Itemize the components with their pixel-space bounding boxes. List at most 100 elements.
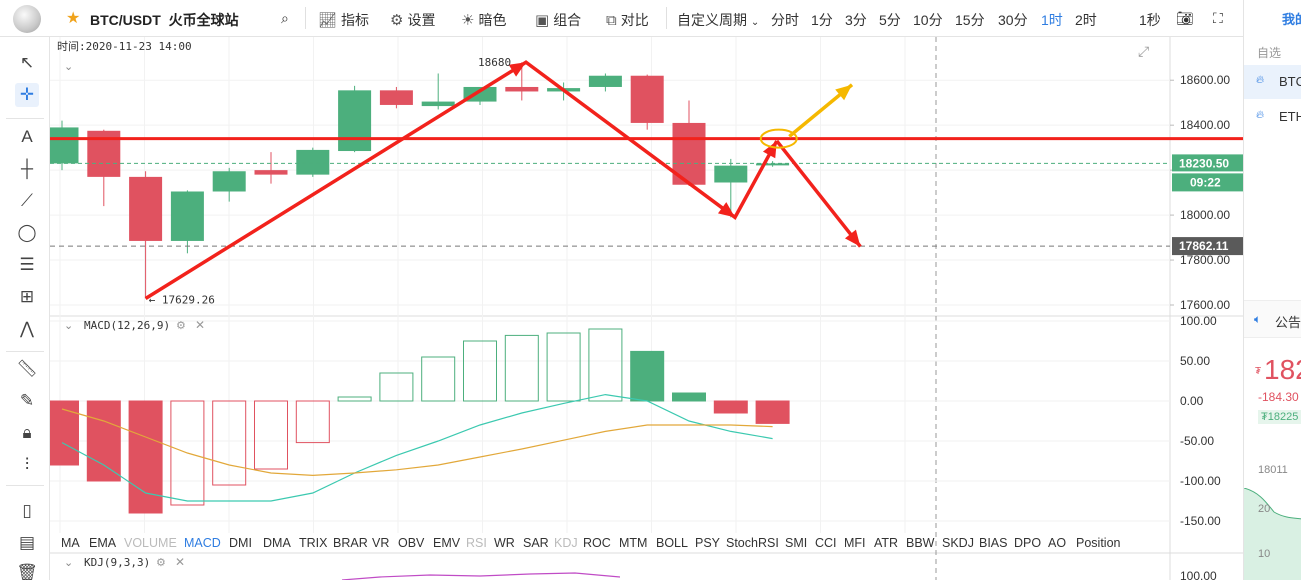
close-icon: ✕ — [175, 555, 185, 569]
indicator-icon: 📈︎ — [318, 12, 338, 29]
indicator-option-ema[interactable]: EMA — [89, 536, 117, 550]
indicator-option-bias[interactable]: BIAS — [979, 536, 1008, 550]
indicator-option-dma[interactable]: DMA — [263, 536, 291, 550]
indicator-option-vr[interactable]: VR — [372, 536, 390, 550]
custom-period-dropdown[interactable]: 自定义周期 ⌄ — [677, 10, 759, 30]
indicator-option-sar[interactable]: SAR — [523, 536, 549, 550]
indicator-option-rsi[interactable]: RSI — [466, 536, 487, 550]
grid-tool-icon[interactable]: ⊞ — [19, 287, 35, 306]
high-price-label: 18680 — [478, 56, 511, 69]
period-30m[interactable]: 30分 — [998, 12, 1028, 28]
period-15m[interactable]: 15分 — [955, 12, 985, 28]
trend-line-icon[interactable]: ⟋ — [21, 191, 33, 210]
chart-canvas[interactable]: ⌄ MACD(12,26,9) ⚙ ✕ ⌄ KDJ(9,3,3) ⚙ ✕ 时间:2020-11… — [50, 37, 1243, 580]
price-change: -184.30 — [1258, 390, 1299, 404]
symbol-title[interactable]: BTC/USDT 火币全球站 — [90, 10, 239, 30]
macd-histogram-bar — [212, 400, 247, 486]
circle-tool-icon[interactable]: ◯ — [17, 223, 37, 242]
indicator-option-skdj[interactable]: SKDJ — [942, 536, 974, 550]
toolbar-indicator-label: 指标 — [341, 12, 370, 28]
camera-icon[interactable]: 📷︎ — [1176, 10, 1194, 26]
toolbar-indicator-button[interactable]: 📈︎ 指标 — [318, 10, 369, 30]
highlight-ellipse — [759, 128, 798, 149]
calendar-icon[interactable]: ▤ — [18, 533, 36, 552]
low-price-label: ← 17629.26 — [149, 293, 215, 306]
indicator-option-brar[interactable]: BRAR — [333, 536, 368, 550]
indicator-option-bbw[interactable]: BBW — [906, 536, 935, 550]
fullscreen-icon[interactable]: ⛶ — [1213, 10, 1223, 26]
period-5m[interactable]: 5分 — [879, 12, 901, 28]
top-toolbar: ★ BTC/USDT 火币全球站 ⌕ 📈︎ 指标 ⚙ 设置 ☀ 暗色 ▣ 组合 ⧉ 对比 … — [0, 0, 1243, 37]
interval-1s[interactable]: 1秒 — [1139, 12, 1161, 28]
indicator-option-dpo[interactable]: DPO — [1014, 536, 1042, 550]
indicator-option-mfi[interactable]: MFI — [844, 536, 866, 550]
candle-body — [50, 127, 79, 164]
wave-tool-icon[interactable]: ⋀ — [20, 319, 34, 338]
indicator-option-wr[interactable]: WR — [494, 536, 515, 550]
notice-row[interactable]: 🔈︎ 公告 — [1244, 300, 1301, 338]
indicator-option-volume[interactable]: VOLUME — [124, 536, 177, 550]
period-timeline[interactable]: 分时 — [771, 12, 799, 28]
indicator-option-obv[interactable]: OBV — [398, 536, 425, 550]
period-1m[interactable]: 1分 — [811, 12, 833, 28]
pencil-icon[interactable]: ✎ — [19, 391, 35, 410]
toolbar-layout-button[interactable]: ▣ 组合 — [535, 10, 581, 30]
settings-icon: ⚙ — [156, 557, 166, 569]
cursor-arrow-icon[interactable]: ↖ — [19, 53, 35, 72]
text-tool-icon[interactable]: A — [21, 127, 33, 146]
lock-icon[interactable]: 🔒︎ — [22, 423, 32, 442]
visibility-icon[interactable]: ⫶ — [24, 455, 30, 474]
sun-icon: ☀ — [461, 12, 475, 29]
my-account-link[interactable]: 我的 — [1282, 12, 1301, 27]
period-10m[interactable]: 10分 — [913, 12, 943, 28]
indicator-option-emv[interactable]: EMV — [433, 536, 461, 550]
indicator-option-dmi[interactable]: DMI — [229, 536, 252, 550]
search-icon[interactable]: ⌕ — [281, 10, 289, 26]
ruler-icon[interactable]: 📏︎ — [16, 359, 38, 378]
macd-tick-label: -100.00 — [1180, 474, 1221, 488]
indicator-option-trix[interactable]: TRIX — [299, 536, 328, 550]
indicator-option-boll[interactable]: BOLL — [656, 536, 688, 550]
toolbar-settings-button[interactable]: ⚙ 设置 — [390, 10, 435, 30]
macd-histogram-bar — [546, 332, 581, 402]
trash-icon[interactable]: 🗑︎ — [16, 563, 38, 580]
indicator-option-roc[interactable]: ROC — [583, 536, 611, 550]
parallel-channel-icon[interactable]: ☰ — [19, 255, 35, 274]
divider — [6, 351, 44, 352]
indicator-option-atr[interactable]: ATR — [874, 536, 899, 550]
horizontal-line-icon[interactable]: ┼ — [20, 159, 34, 178]
indicator-option-kdj[interactable]: KDJ — [554, 536, 578, 550]
coin-row-eth[interactable]: 🔥︎ ETH — [1244, 100, 1301, 134]
indicator-option-cci[interactable]: CCI — [815, 536, 837, 550]
indicator-option-ao[interactable]: AO — [1048, 536, 1067, 550]
depth-level-20: 20 — [1258, 503, 1271, 515]
expand-icon: ⤢ — [1138, 43, 1149, 59]
toolbar-compare-button[interactable]: ⧉ 对比 — [606, 10, 649, 30]
flame-icon: 🔥︎ — [1256, 109, 1265, 121]
indicator-option-macd[interactable]: MACD — [184, 536, 221, 550]
period-2h[interactable]: 2时 — [1075, 12, 1097, 28]
indicator-option-mtm[interactable]: MTM — [619, 536, 648, 550]
macd-series: ⌄ MACD(12,26,9) ⚙ ✕ ⌄ KDJ(9,3,3) ⚙ ✕ — [50, 318, 790, 580]
favorite-star-icon[interactable]: ★ — [66, 10, 81, 27]
watchlist-tab[interactable]: 自选 — [1257, 46, 1282, 60]
candle-body — [630, 75, 664, 123]
coin-row-btc[interactable]: 🔥︎ BTC — [1244, 65, 1301, 99]
macd-histogram-bar — [504, 334, 539, 402]
indicator-option-ma[interactable]: MA — [61, 536, 80, 550]
indicator-option-psy[interactable]: PSY — [695, 536, 721, 550]
flame-icon: 🔥︎ — [1256, 74, 1265, 86]
period-1h[interactable]: 1时 — [1041, 12, 1063, 28]
indicator-option-smi[interactable]: SMI — [785, 536, 808, 550]
indicator-option-stochrsi[interactable]: StochRSI — [726, 536, 779, 550]
candle-body — [296, 149, 330, 175]
toolbar-dark-button[interactable]: ☀ 暗色 — [461, 10, 506, 30]
kdj-line — [341, 572, 621, 580]
bookmark-icon[interactable]: ▯ — [22, 501, 32, 520]
crosshair-icon[interactable]: ✛ — [15, 83, 39, 107]
period-3m[interactable]: 3分 — [845, 12, 867, 28]
indicator-option-position[interactable]: Position — [1076, 536, 1121, 550]
candle-body — [421, 101, 455, 107]
gear-icon: ⚙ — [390, 12, 404, 29]
